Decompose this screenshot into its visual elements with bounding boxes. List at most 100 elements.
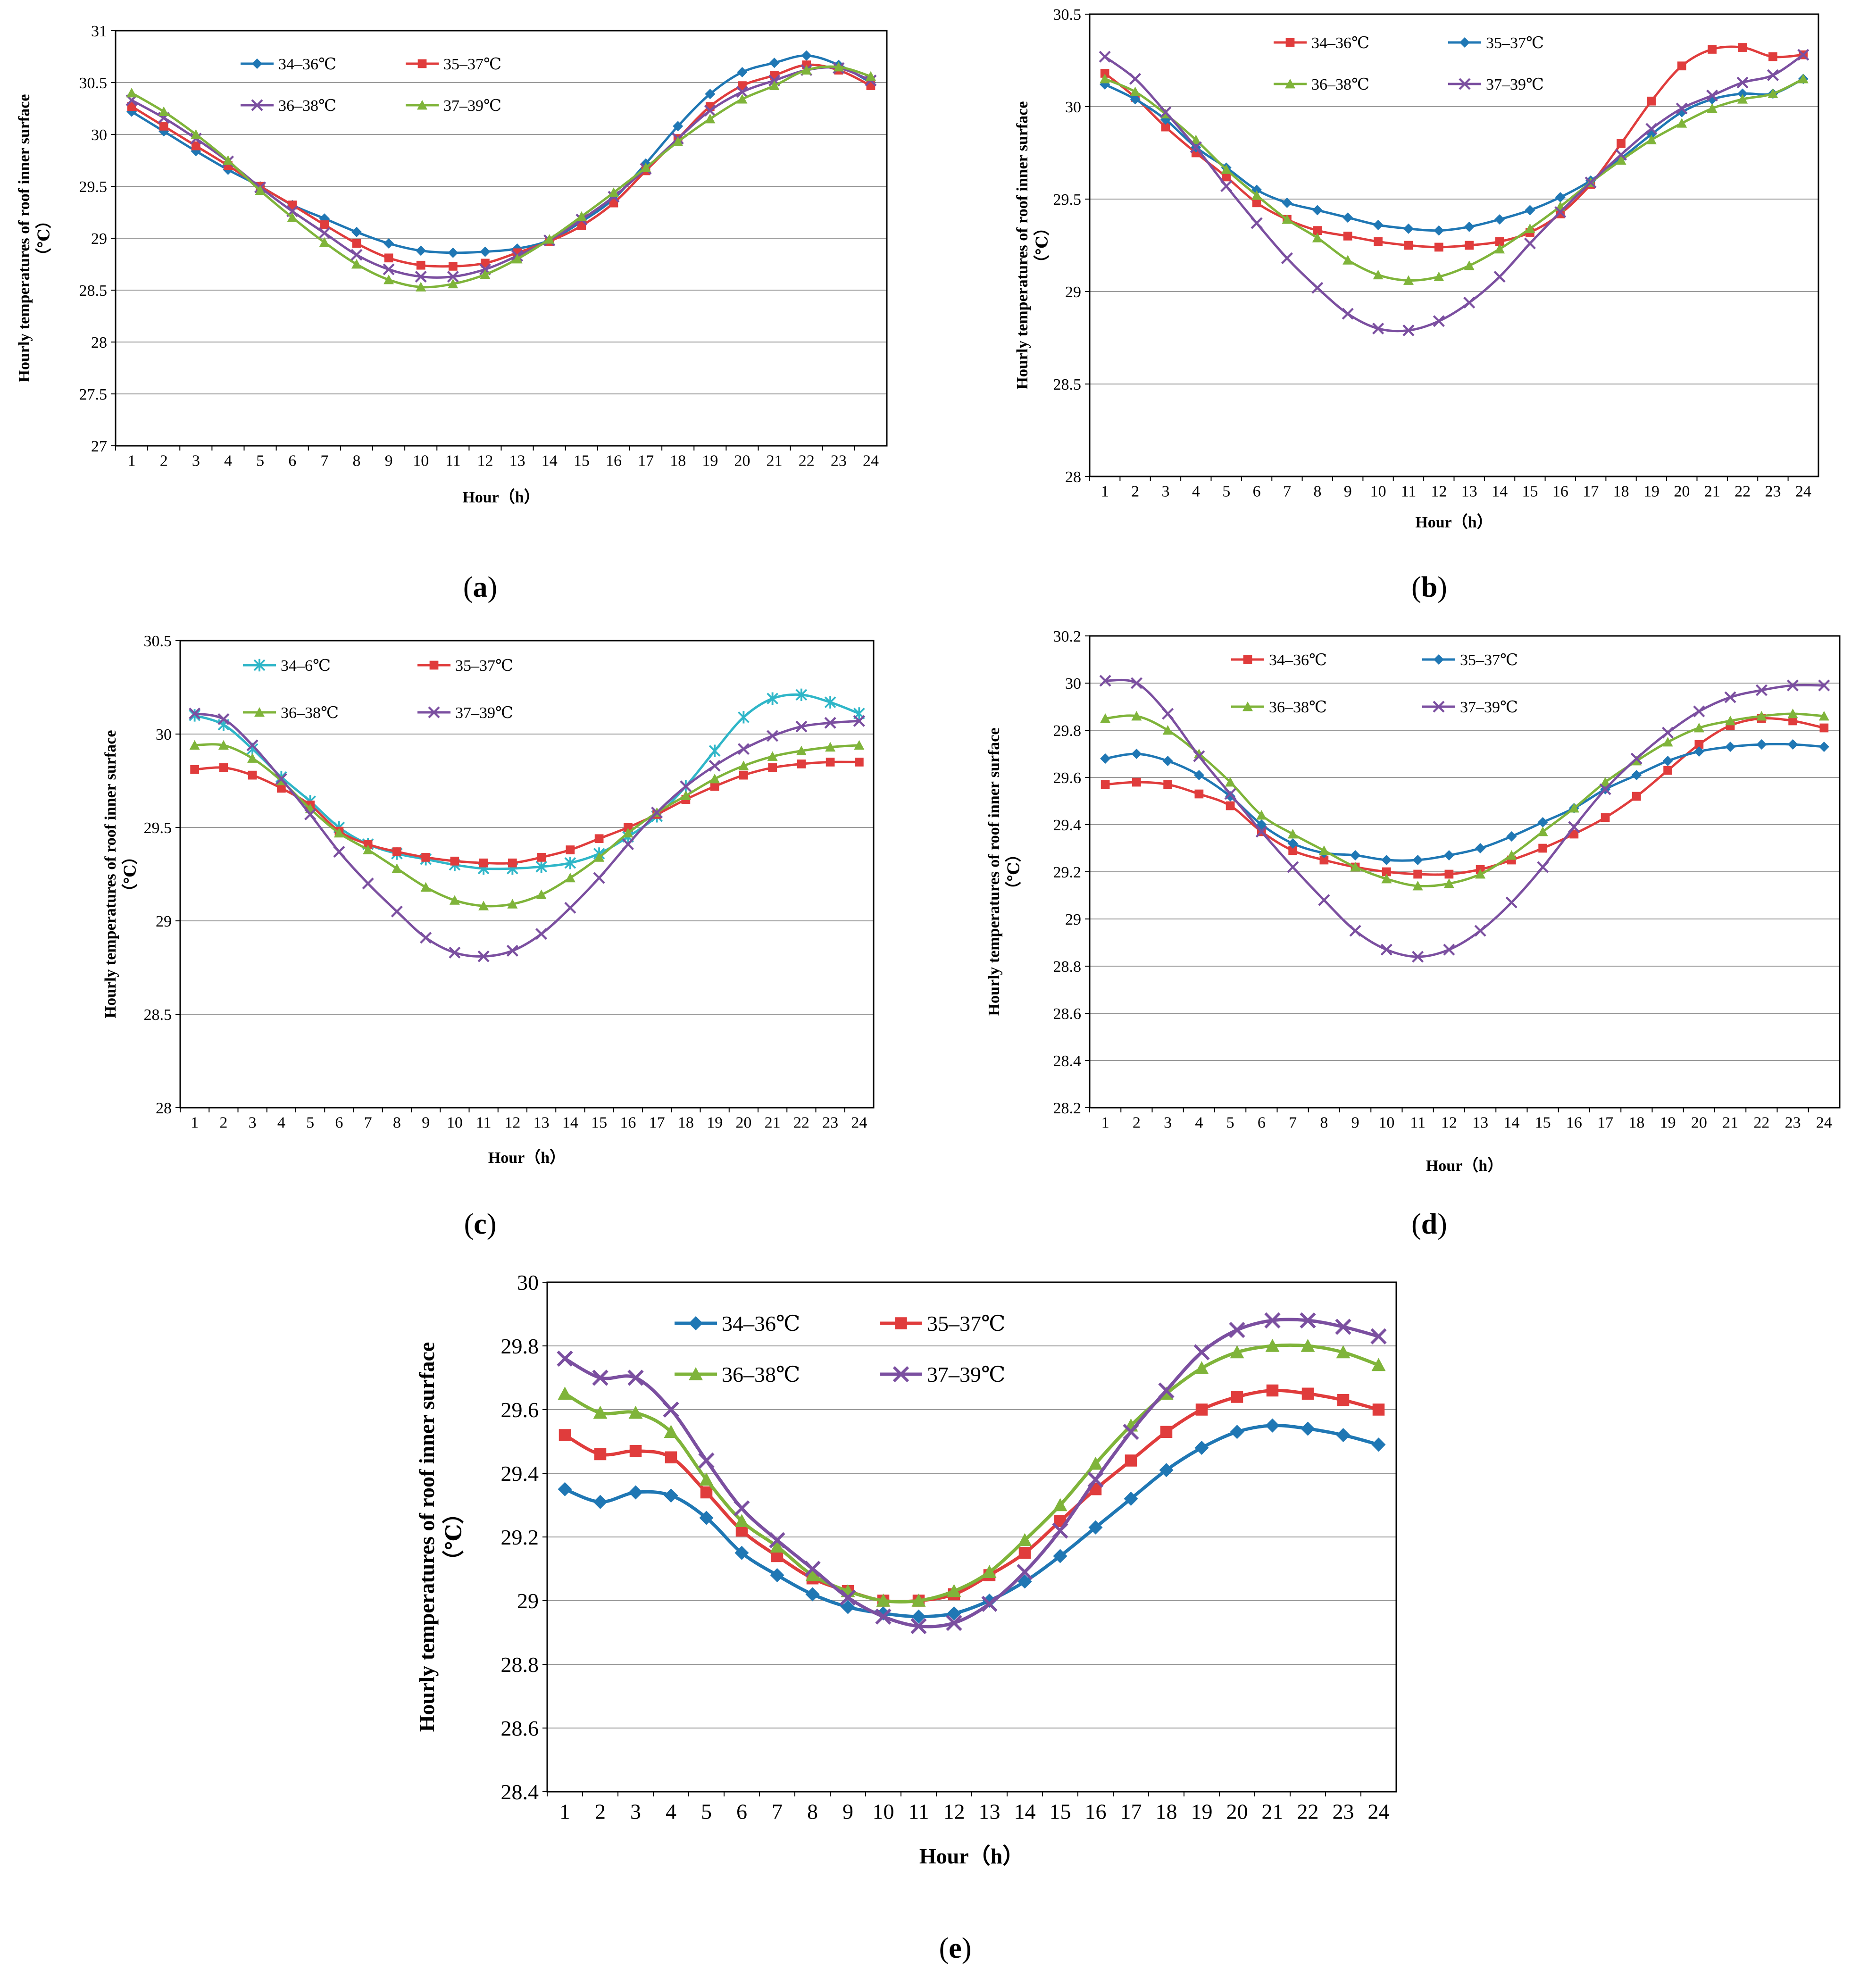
data-point <box>1125 1454 1137 1467</box>
data-point <box>1230 1345 1244 1359</box>
x-tick-label: 23 <box>831 452 847 470</box>
data-point <box>1569 829 1579 839</box>
y-tick-label: 29.4 <box>1053 817 1082 834</box>
legend-swatch-marker <box>417 100 427 110</box>
data-point <box>824 717 836 729</box>
y-tick-label: 27 <box>91 438 107 455</box>
data-point <box>1662 726 1674 739</box>
data-point <box>1193 750 1205 762</box>
data-point <box>1465 241 1474 250</box>
legend: 34–36℃ 35–37℃ 36–38℃ 37–39℃ <box>1231 651 1518 716</box>
data-point <box>1767 69 1779 81</box>
data-point <box>824 696 836 709</box>
caption-open: ( <box>1411 1208 1421 1240</box>
data-point <box>392 863 402 873</box>
data-point <box>449 946 461 959</box>
data-point <box>1768 88 1778 98</box>
y-tick-label: 28.4 <box>501 1780 539 1804</box>
y-axis-title: Hourly temperatures of roof inner surfac… <box>1014 101 1051 390</box>
series-line <box>1105 712 1825 888</box>
data-point <box>1193 770 1204 780</box>
legend-label: 34–6℃ <box>281 657 331 675</box>
series-34–36℃ <box>1101 714 1829 879</box>
data-point <box>1412 951 1424 963</box>
data-point <box>1337 1394 1350 1406</box>
x-tick-label: 18 <box>678 1114 694 1132</box>
y-axis-title-line2: （℃） <box>442 1502 466 1571</box>
data-point <box>1195 1403 1208 1416</box>
data-point <box>1222 172 1231 182</box>
x-tick-label: 5 <box>1226 1114 1234 1132</box>
data-point <box>1162 756 1173 766</box>
x-tick-label: 21 <box>1704 483 1720 501</box>
data-point <box>1251 190 1262 200</box>
data-point <box>1537 827 1548 836</box>
data-point <box>557 1350 573 1367</box>
data-point <box>127 102 136 111</box>
data-point <box>608 187 619 197</box>
data-point <box>1251 217 1263 229</box>
x-tick-label: 22 <box>1753 1114 1769 1132</box>
data-point <box>1335 1319 1351 1335</box>
data-point <box>1725 742 1736 752</box>
data-point <box>1287 861 1299 873</box>
data-point <box>1194 1361 1209 1374</box>
x-tick-label: 13 <box>1461 483 1477 501</box>
legend-swatch-marker <box>417 59 427 68</box>
data-point <box>508 858 517 868</box>
data-point <box>801 65 812 75</box>
data-point <box>1312 205 1323 216</box>
x-tick-label: 19 <box>1643 483 1659 501</box>
data-point <box>840 1589 856 1606</box>
data-point <box>627 1369 644 1386</box>
data-point <box>1647 96 1656 106</box>
data-point <box>159 122 168 131</box>
y-tick-label: 28.8 <box>501 1653 539 1677</box>
y-tick-label: 29.8 <box>501 1334 539 1358</box>
data-point <box>1370 1328 1387 1344</box>
plot-frame <box>1089 635 1841 1109</box>
x-tick-label: 6 <box>1253 483 1261 501</box>
legend-swatch-marker <box>895 1317 907 1329</box>
y-tick-label: 28.2 <box>1053 1100 1082 1117</box>
data-point <box>593 1495 608 1509</box>
x-tick-label: 19 <box>702 452 718 470</box>
data-point <box>629 1445 642 1457</box>
legend-swatch-marker <box>253 659 266 672</box>
legend-swatch-marker <box>689 1316 703 1330</box>
data-point <box>1256 810 1267 820</box>
x-tick-label: 2 <box>219 1114 227 1132</box>
data-point <box>1265 1339 1280 1352</box>
data-point <box>1191 134 1201 144</box>
data-point <box>1798 74 1809 84</box>
data-point <box>738 711 750 724</box>
x-tick-label: 18 <box>1613 483 1629 501</box>
data-point <box>737 94 748 104</box>
y-axis-title-line1: Hourly temperatures of roof inner surfac… <box>16 94 33 383</box>
x-tick-label: 19 <box>1660 1114 1676 1132</box>
x-tick-label: 17 <box>649 1114 665 1132</box>
y-tick-label: 29.5 <box>144 819 172 837</box>
data-point <box>1264 1312 1281 1329</box>
y-tick-label: 28.5 <box>144 1006 172 1024</box>
caption-letter: a <box>473 571 488 603</box>
data-point <box>1018 1547 1031 1559</box>
legend-swatch-marker <box>1459 37 1470 48</box>
data-point <box>664 1488 678 1503</box>
data-point <box>624 823 633 832</box>
x-tick-label: 11 <box>445 452 461 470</box>
x-axis-title: Hour（h） <box>1415 513 1492 531</box>
x-tick-label: 9 <box>385 452 393 470</box>
x-tick-label: 4 <box>277 1114 285 1132</box>
data-point <box>1193 1344 1210 1361</box>
data-point <box>1645 123 1658 135</box>
data-point <box>734 1500 750 1517</box>
y-tick-label: 30.2 <box>1053 628 1082 645</box>
data-point <box>1158 1382 1175 1399</box>
y-tick-label: 30 <box>91 126 107 144</box>
data-point <box>479 858 488 868</box>
data-point <box>911 1609 926 1624</box>
